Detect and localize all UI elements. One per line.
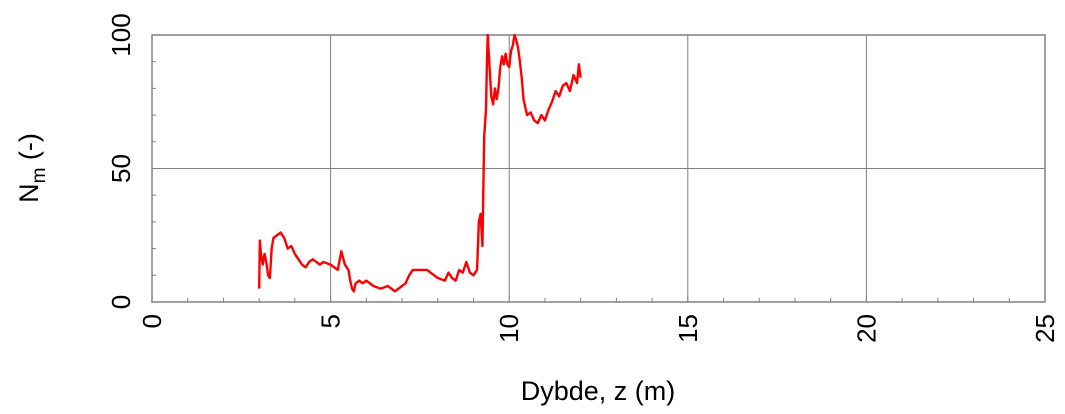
x-tick-label: 0	[137, 314, 167, 328]
y-tick-label: 0	[106, 295, 136, 309]
y-tick-label: 100	[106, 13, 136, 56]
x-tick-label: 5	[316, 314, 346, 328]
x-tick-label: 15	[673, 314, 703, 343]
y-tick-labels: 0 50 100	[106, 13, 136, 309]
y-axis-label: Nm (-)	[14, 133, 50, 203]
x-tick-labels: 0 5 10 15 20 25	[137, 314, 1060, 343]
x-tick-label: 10	[494, 314, 524, 343]
minor-ticks	[151, 34, 1046, 303]
series-line	[257, 33, 582, 293]
y-axis-label-suffix: (-)	[14, 133, 44, 167]
x-tick-label: 20	[851, 314, 881, 343]
y-axis-label-main: N	[14, 183, 44, 203]
grid-lines	[152, 35, 1045, 302]
y-axis-label-sub: m	[29, 168, 50, 184]
x-tick-label: 25	[1030, 314, 1060, 343]
x-axis-label: Dybde, z (m)	[521, 376, 676, 406]
y-tick-label: 50	[106, 154, 136, 183]
